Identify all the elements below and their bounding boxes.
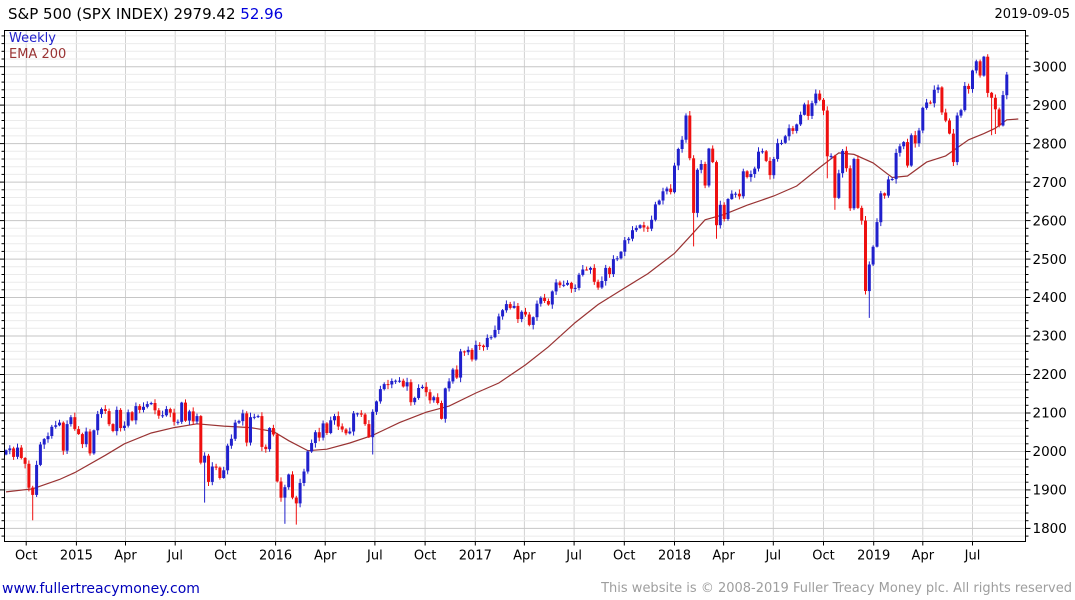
chart-title: S&P 500 (SPX INDEX) 2979.42 52.96 [8,5,283,23]
svg-text:Apr: Apr [712,549,735,564]
svg-text:Oct: Oct [812,549,834,564]
svg-text:3000: 3000 [1033,59,1067,75]
minor-gridlines [4,35,1026,537]
svg-text:Oct: Oct [214,549,236,564]
svg-text:2400: 2400 [1033,290,1067,306]
svg-text:Apr: Apr [114,549,137,564]
svg-text:2018: 2018 [658,549,691,564]
svg-text:1900: 1900 [1033,483,1067,499]
svg-text:Jul: Jul [764,549,781,564]
chart-title-text: S&P 500 (SPX INDEX) 2979.42 [8,5,236,23]
svg-text:Oct: Oct [613,549,635,564]
svg-text:2016: 2016 [259,549,292,564]
candlesticks [4,54,1009,525]
x-axis-labels: Oct 2015 Apr Jul Oct 2016 Apr Jul Oct 2017 Apr Jul O… [15,549,980,564]
y-axis-labels: 1800 1900 2000 2100 2200 2300 2400 2500 2600 2700… [1033,59,1067,537]
site-link[interactable]: www.fullertreacymoney.com [2,581,200,597]
vertical-gridlines [25,30,973,542]
svg-text:2800: 2800 [1033,136,1067,152]
svg-text:2500: 2500 [1033,252,1067,268]
svg-text:2300: 2300 [1033,329,1067,345]
chart-date: 2019-09-05 [994,7,1070,22]
svg-text:Oct: Oct [15,549,37,564]
svg-text:Oct: Oct [414,549,436,564]
svg-text:2100: 2100 [1033,406,1067,422]
legend-ema-label: EMA 200 [9,47,67,62]
svg-text:2600: 2600 [1033,213,1067,229]
svg-text:Jul: Jul [565,549,582,564]
svg-text:2017: 2017 [459,549,492,564]
copyright-text: This website is © 2008-2019 Fuller Treac… [601,581,1072,596]
legend-interval-label: Weekly [9,31,56,46]
svg-text:1800: 1800 [1033,521,1067,537]
plot-border [4,30,1026,542]
svg-text:Apr: Apr [513,549,536,564]
svg-text:Jul: Jul [166,549,183,564]
major-gridlines [4,66,1026,529]
svg-text:2700: 2700 [1033,175,1067,191]
svg-text:Apr: Apr [912,549,935,564]
svg-text:Apr: Apr [314,549,337,564]
svg-text:2015: 2015 [60,549,93,564]
svg-text:2019: 2019 [857,549,890,564]
svg-text:Jul: Jul [964,549,981,564]
svg-text:Jul: Jul [366,549,383,564]
svg-text:2200: 2200 [1033,367,1067,383]
svg-text:2000: 2000 [1033,444,1067,460]
svg-text:2900: 2900 [1033,98,1067,114]
chart-change-value: 52.96 [240,5,284,23]
axis-ticks [0,35,1031,546]
